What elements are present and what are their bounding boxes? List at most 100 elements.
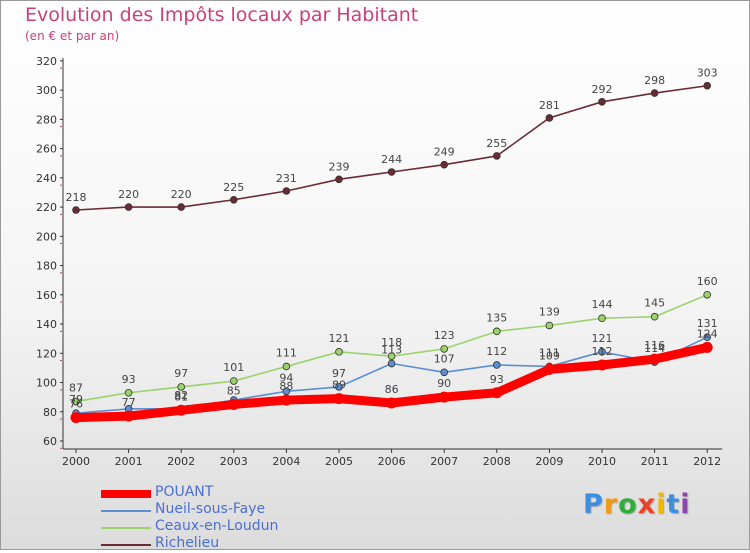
data-point: [598, 314, 606, 322]
data-point: [543, 363, 555, 375]
data-label: 239: [329, 160, 350, 173]
data-point: [335, 175, 343, 184]
data-label: 144: [592, 298, 613, 311]
data-label: 116: [644, 339, 665, 352]
data-label: 82: [174, 389, 188, 402]
data-label: 112: [486, 345, 507, 358]
y-tick-label: 120: [36, 347, 57, 360]
data-point: [545, 114, 554, 122]
data-label: 79: [69, 393, 83, 406]
data-point: [703, 290, 711, 299]
y-tick-label: 140: [36, 318, 57, 331]
y-tick-label: 60: [43, 435, 57, 448]
y-tick-label: 320: [36, 55, 57, 68]
logo-letter: i: [680, 489, 691, 520]
x-tick-label: 2003: [220, 455, 248, 468]
data-label: 303: [697, 67, 718, 80]
data-point: [282, 362, 291, 371]
data-label: 218: [66, 191, 87, 204]
data-point: [124, 388, 133, 397]
data-label: 90: [437, 377, 451, 390]
y-tick-label: 180: [36, 260, 57, 273]
data-label: 123: [434, 329, 455, 342]
data-label: 121: [592, 332, 613, 345]
data-label: 220: [118, 188, 139, 201]
x-tick-label: 2008: [483, 455, 511, 468]
data-point: [280, 394, 292, 406]
data-label: 86: [385, 383, 399, 396]
data-label: 231: [276, 172, 297, 185]
x-tick-label: 2004: [272, 455, 300, 468]
legend-label: Nueil-sous-Faye: [155, 501, 266, 517]
data-label: 93: [490, 373, 504, 386]
logo-letter: r: [603, 489, 619, 520]
data-label: 220: [171, 188, 192, 201]
data-point: [703, 333, 711, 341]
data-label: 249: [434, 146, 455, 159]
data-label: 93: [122, 373, 136, 386]
data-point: [387, 359, 396, 368]
data-point: [440, 368, 449, 377]
data-label: 76: [69, 398, 83, 411]
x-tick-label: 2002: [167, 455, 195, 468]
data-label: 111: [276, 346, 297, 359]
chart-title: Evolution des Impôts locaux par Habitant: [25, 4, 419, 26]
data-label: 97: [332, 367, 346, 380]
data-point: [123, 410, 135, 422]
data-label: 292: [592, 83, 613, 96]
data-label: 135: [486, 311, 507, 324]
data-point: [124, 203, 133, 211]
data-label: 111: [539, 346, 560, 359]
data-label: 298: [644, 74, 665, 87]
data-point: [650, 312, 659, 321]
x-tick-label: 2000: [62, 455, 90, 468]
data-label: 131: [697, 317, 718, 330]
logo-letter: o: [618, 489, 638, 520]
data-point: [491, 387, 503, 399]
data-label: 255: [486, 137, 507, 150]
data-point: [175, 404, 187, 416]
y-tick-label: 260: [36, 143, 57, 156]
y-tick-label: 280: [36, 113, 57, 126]
data-label: 114: [644, 342, 665, 355]
data-point: [492, 361, 501, 369]
data-label: 139: [539, 306, 560, 319]
x-tick-label: 2005: [325, 455, 353, 468]
data-point: [438, 391, 450, 403]
logo-letter: x: [637, 489, 657, 520]
data-label: 87: [69, 382, 83, 395]
data-label: 244: [381, 153, 402, 166]
data-point: [492, 327, 501, 336]
y-tick-label: 80: [43, 406, 57, 419]
data-point: [650, 89, 659, 97]
x-tick-label: 2007: [430, 455, 458, 468]
data-label: 118: [381, 336, 402, 349]
data-label: 160: [697, 275, 718, 288]
data-point: [387, 352, 396, 361]
logo-letter: t: [666, 489, 681, 520]
data-point: [598, 98, 606, 106]
data-point: [492, 152, 501, 160]
data-label: 225: [223, 181, 244, 194]
y-tick-label: 220: [36, 201, 57, 214]
data-point: [70, 412, 82, 424]
data-point: [596, 359, 608, 371]
data-point: [387, 168, 396, 176]
data-label: 107: [434, 352, 455, 365]
x-tick-label: 2010: [588, 455, 616, 468]
data-point: [440, 345, 449, 353]
y-tick-label: 300: [36, 84, 57, 97]
data-point: [701, 341, 713, 353]
proxiti-logo: Proxiti: [583, 489, 691, 520]
x-tick-label: 2006: [378, 455, 406, 468]
data-label: 81: [174, 390, 188, 403]
data-label: 145: [644, 297, 665, 310]
x-tick-label: 2009: [535, 455, 563, 468]
data-point: [703, 81, 711, 90]
logo-letter: P: [583, 489, 604, 520]
data-point: [230, 195, 238, 204]
data-label: 77: [122, 396, 136, 409]
data-label: 89: [332, 379, 346, 392]
y-tick-label: 100: [36, 377, 57, 390]
